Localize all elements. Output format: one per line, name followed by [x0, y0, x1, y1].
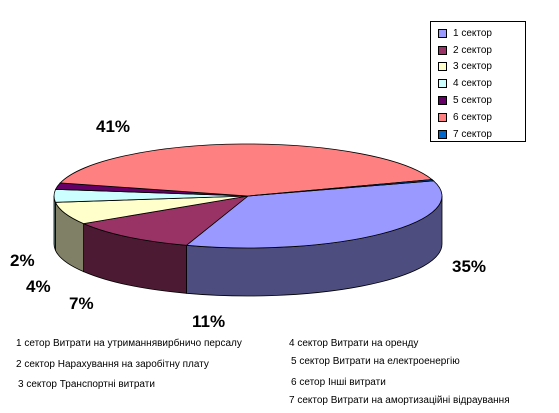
- legend-item-1: 1 сектор: [438, 25, 525, 42]
- sector-description-6: 6 сетор Інші витрати: [291, 377, 386, 388]
- slice-label-6: 41%: [96, 117, 131, 136]
- slice-label-2: 11%: [192, 312, 226, 331]
- sector-description-4: 4 сектор Витрати на оренду: [289, 338, 419, 349]
- pie-slice-2: [82, 195, 250, 246]
- legend-label-5: 5 сектор: [453, 95, 492, 107]
- slice-label-3: 7%: [69, 294, 94, 313]
- legend-swatch-7: [438, 129, 447, 139]
- legend-swatch-3: [438, 62, 447, 72]
- slice-label-5: 2%: [10, 251, 35, 270]
- pie-slice-1: [185, 180, 443, 249]
- legend-label-1: 1 сектор: [453, 27, 492, 39]
- sector-description-7: 7 сектор Витрати на амортизаційні відрау…: [289, 395, 510, 406]
- legend-item-2: 2 сектор: [438, 42, 525, 59]
- pie-side-4: [53, 195, 56, 251]
- legend-label-2: 2 сектор: [453, 44, 492, 56]
- slice-label-4: 4%: [26, 277, 51, 296]
- legend-item-7: 7 сектор: [438, 126, 525, 143]
- legend-label-6: 6 сектор: [453, 111, 492, 123]
- pie-slice-6: [59, 143, 434, 197]
- slice-label-1: 35%: [452, 257, 487, 276]
- pie-sides: [53, 195, 443, 297]
- legend-item-4: 4 сектор: [438, 75, 525, 92]
- sector-description-2: 2 сектор Нарахування на заробітну плату: [16, 359, 209, 370]
- pie-slice-7: [247, 179, 435, 197]
- legend-item-6: 6 сектор: [438, 109, 525, 126]
- legend-item-3: 3 сектор: [438, 59, 525, 76]
- legend-swatch-5: [438, 96, 447, 106]
- sector-description-5: 5 сектор Витрати на електроенергію: [291, 356, 460, 367]
- legend-swatch-4: [438, 79, 447, 89]
- legend-label-3: 3 сектор: [453, 61, 492, 73]
- legend-label-7: 7 сектор: [453, 128, 492, 140]
- sector-description-3: 3 сектор Транспортні витрати: [18, 379, 155, 390]
- pie-tops: [53, 143, 443, 249]
- legend-swatch-6: [438, 112, 447, 122]
- legend-swatch-2: [438, 45, 447, 55]
- chart-legend: 1 сектор 2 сектор 3 сектор 4 сектор 5 се…: [430, 21, 526, 142]
- legend-label-4: 4 сектор: [453, 78, 492, 90]
- legend-item-5: 5 сектор: [438, 92, 525, 109]
- legend-swatch-1: [438, 28, 447, 38]
- sector-description-1: 1 сетор Витрати на утриманнявирбничо пер…: [16, 338, 242, 349]
